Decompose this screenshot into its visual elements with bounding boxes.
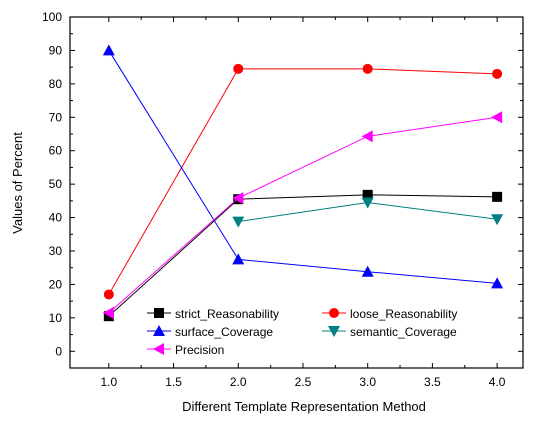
data-point-strict_Reasonability <box>492 191 503 202</box>
legend-label-semantic_Coverage: semantic_Coverage <box>350 325 457 339</box>
legend-label-loose_Reasonability: loose_Reasonability <box>350 307 457 321</box>
x-tick-label: 2.0 <box>230 375 247 389</box>
legend-marker-strict_Reasonability <box>154 308 164 318</box>
data-point-strict_Reasonability <box>362 189 373 200</box>
data-point-loose_Reasonability <box>233 63 244 74</box>
legend-marker-Precision <box>153 343 164 355</box>
data-point-surface_Coverage <box>361 265 374 277</box>
y-tick-label: 90 <box>49 43 63 57</box>
y-tick-label: 80 <box>49 77 63 91</box>
series-line-surface_Coverage <box>108 50 498 284</box>
legend-label-surface_Coverage: surface_Coverage <box>175 325 273 339</box>
x-tick-label: 3.0 <box>359 375 376 389</box>
x-tick-label: 4.0 <box>489 375 506 389</box>
data-point-Precision <box>491 111 503 124</box>
data-point-surface_Coverage <box>102 44 115 56</box>
y-tick-label: 60 <box>49 144 63 158</box>
data-point-surface_Coverage <box>232 253 245 265</box>
data-point-loose_Reasonability <box>362 63 373 74</box>
data-point-semantic_Coverage <box>361 197 374 209</box>
legend-label-Precision: Precision <box>175 343 224 357</box>
series-line-loose_Reasonability <box>108 68 498 295</box>
x-tick-label: 1.0 <box>100 375 117 389</box>
x-tick-label: 1.5 <box>165 375 182 389</box>
plot-frame <box>69 16 524 369</box>
data-point-strict_Reasonability <box>103 311 114 322</box>
y-axis-label: Values of Percent <box>10 132 25 234</box>
data-point-Precision <box>232 192 244 205</box>
y-tick-label: 0 <box>55 344 62 358</box>
legend-marker-semantic_Coverage <box>328 326 340 337</box>
x-tick-label: 2.5 <box>295 375 312 389</box>
data-point-loose_Reasonability <box>103 289 114 300</box>
y-tick-label: 40 <box>49 211 63 225</box>
series-line-strict_Reasonability <box>108 194 498 317</box>
data-point-semantic_Coverage <box>232 216 245 228</box>
series-line-Precision <box>108 116 498 314</box>
data-point-loose_Reasonability <box>492 68 503 79</box>
data-point-Precision <box>361 130 373 143</box>
legend-marker-surface_Coverage <box>153 325 165 336</box>
x-axis-label: Different Template Representation Method <box>182 399 426 414</box>
legend-label-strict_Reasonability: strict_Reasonability <box>175 307 279 321</box>
y-tick-label: 50 <box>49 177 63 191</box>
y-tick-label: 10 <box>49 311 63 325</box>
y-tick-label: 100 <box>42 10 62 24</box>
y-tick-label: 20 <box>49 277 63 291</box>
x-tick-label: 3.5 <box>424 375 441 389</box>
data-point-semantic_Coverage <box>491 214 504 226</box>
y-tick-label: 30 <box>49 244 63 258</box>
y-tick-label: 70 <box>49 110 63 124</box>
data-point-Precision <box>102 306 114 319</box>
legend-marker-loose_Reasonability <box>329 308 339 318</box>
data-point-surface_Coverage <box>491 277 504 289</box>
